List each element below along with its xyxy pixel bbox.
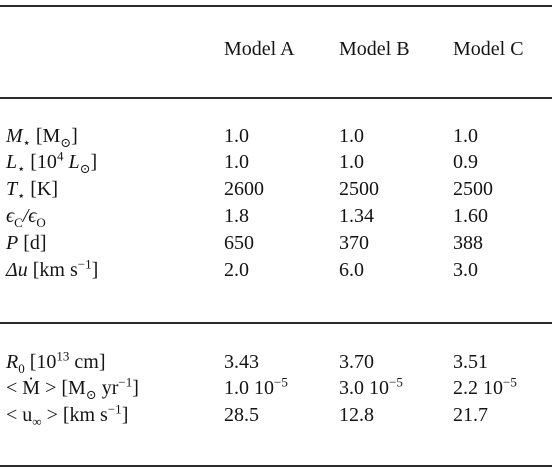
table-cell: 2.0: [224, 259, 249, 281]
table-top-rule: [0, 5, 552, 7]
table-row-temperature: T⋆ [K] 2600 2500 2500: [0, 178, 560, 202]
column-header-model-a: Model A: [224, 38, 295, 60]
table-cell: 3.0: [453, 259, 478, 281]
header-rule: [0, 97, 552, 99]
table-cell: 650: [224, 232, 254, 254]
table-cell: 0.9: [453, 151, 478, 173]
table-cell: 1.60: [453, 205, 488, 227]
table-cell: 2600: [224, 178, 264, 200]
row-label: T⋆ [K]: [6, 178, 59, 203]
table-cell: 1.0: [339, 151, 364, 173]
row-label: Δu [km s−1]: [6, 256, 99, 281]
table-row-co-ratio: ϵC/ϵO 1.8 1.34 1.60: [0, 205, 560, 229]
column-header-model-b: Model B: [339, 38, 410, 60]
column-header-model-c: Model C: [453, 38, 524, 60]
row-label: < u∞ > [km s−1]: [6, 401, 129, 429]
table-cell: 28.5: [224, 404, 259, 426]
table-cell: 370: [339, 232, 369, 254]
table-cell: 1.8: [224, 205, 249, 227]
table-cell: 1.34: [339, 205, 374, 227]
table-cell: 2.2 10−5: [453, 374, 517, 399]
table-cell: 1.0 10−5: [224, 374, 288, 399]
table-row-stellar-mass: M⋆ [M⊙] 1.0 1.0 1.0: [0, 125, 560, 149]
row-label: ϵC/ϵO: [6, 205, 46, 230]
table-cell: 1.0: [453, 125, 478, 147]
row-label: P [d]: [6, 232, 47, 254]
row-label: M⋆ [M⊙]: [6, 125, 78, 150]
table-row-delta-u: Δu [km s−1] 2.0 6.0 3.0: [0, 256, 560, 283]
table-cell: 3.43: [224, 351, 259, 373]
table-cell: 6.0: [339, 259, 364, 281]
table-cell: 3.70: [339, 351, 374, 373]
row-label: R0 [1013 cm]: [6, 348, 106, 376]
table-cell: 1.0: [224, 151, 249, 173]
table-bottom-rule: [0, 465, 552, 467]
table-cell: 2500: [339, 178, 379, 200]
table-cell: 12.8: [339, 404, 374, 426]
table-cell: 388: [453, 232, 483, 254]
table-cell: 21.7: [453, 404, 488, 426]
row-label: < Ṁ > [M⊙ yr−1]: [6, 374, 139, 402]
table-row-mass-loss: < Ṁ > [M⊙ yr−1] 1.0 10−5 3.0 10−5 2.2 10…: [0, 374, 560, 402]
table-row-terminal-velocity: < u∞ > [km s−1] 28.5 12.8 21.7: [0, 401, 560, 429]
row-label: L⋆ [104 L⊙]: [6, 148, 98, 176]
table-row-period: P [d] 650 370 388: [0, 232, 560, 256]
table-row-r0: R0 [1013 cm] 3.43 3.70 3.51: [0, 348, 560, 376]
table-cell: 3.51: [453, 351, 488, 373]
table-cell: 3.0 10−5: [339, 374, 403, 399]
table-cell: 2500: [453, 178, 493, 200]
table-cell: 1.0: [339, 125, 364, 147]
table-header: Model A Model B Model C: [0, 38, 560, 62]
section-rule: [0, 322, 552, 324]
table-cell: 1.0: [224, 125, 249, 147]
table-row-luminosity: L⋆ [104 L⊙] 1.0 1.0 0.9: [0, 148, 560, 176]
